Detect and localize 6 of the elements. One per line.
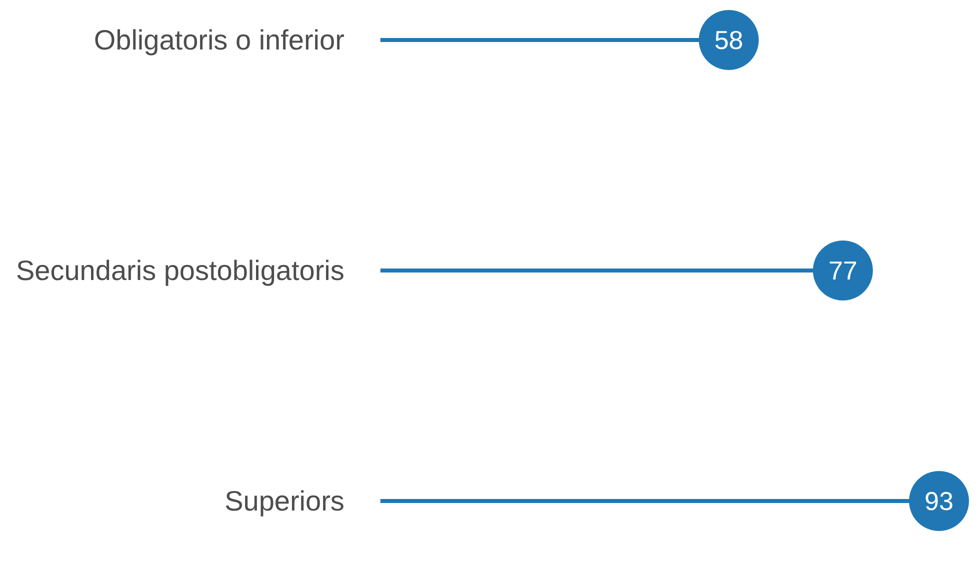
y-tick-label: Obligatoris o inferior <box>94 24 344 56</box>
y-tick-label: Secundaris postobligatoris <box>16 255 344 286</box>
data-label: 93 <box>924 486 954 516</box>
y-tick-label: Superiors <box>224 486 344 516</box>
data-label: 77 <box>828 256 858 286</box>
data-label: 58 <box>714 25 744 55</box>
